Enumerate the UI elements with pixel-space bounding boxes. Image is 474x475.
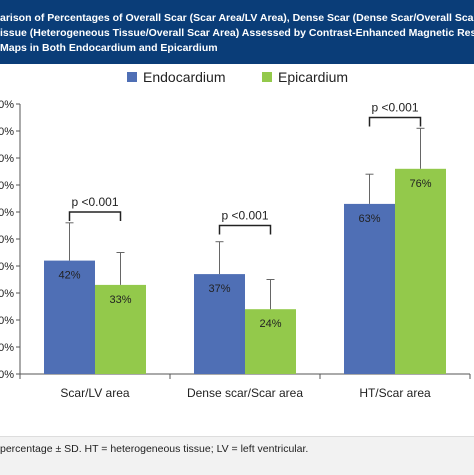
bar-epicardium	[395, 168, 446, 374]
legend-label-epicardium: Epicardium	[278, 69, 348, 85]
bar-endocardium	[194, 274, 245, 374]
y-tick-label: 80%	[0, 153, 14, 165]
footnote: percentage ± SD. HT = heterogeneous tiss…	[0, 436, 474, 475]
legend-label-endocardium: Endocardium	[143, 69, 226, 85]
legend-swatch-epicardium	[262, 72, 272, 82]
data-label: 76%	[409, 178, 431, 190]
y-tick-label: 50%	[0, 234, 14, 246]
data-label: 33%	[109, 294, 131, 306]
bar-epicardium	[95, 284, 146, 374]
chart-area: 0% 10% 20% 30% 40% 50% 60% 70% 80% 90% 100% 42% 33% S…	[0, 64, 474, 424]
y-tick-label: 30%	[0, 288, 14, 300]
chart-title-bar: arison of Percentages of Overall Scar (S…	[0, 0, 474, 64]
p-value-annotation: p <0.001	[371, 101, 418, 115]
y-tick-label: 20%	[0, 315, 14, 327]
p-value-annotation: p <0.001	[71, 195, 118, 209]
x-category-label: Dense scar/Scar area	[187, 386, 303, 400]
y-tick-label: 0%	[0, 369, 14, 381]
bar-chart: 0% 10% 20% 30% 40% 50% 60% 70% 80% 90% 100% 42% 33% S…	[0, 69, 471, 400]
y-tick-label: 40%	[0, 261, 14, 273]
y-tick-label: 60%	[0, 207, 14, 219]
y-tick-label: 70%	[0, 180, 14, 192]
y-tick-label: 10%	[0, 342, 14, 354]
title-line-1: arison of Percentages of Overall Scar (S…	[0, 12, 474, 24]
footnote-text: percentage ± SD. HT = heterogeneous tiss…	[0, 443, 309, 455]
legend-swatch-endocardium	[127, 72, 137, 82]
y-tick-label: 90%	[0, 126, 14, 138]
title-line-2: issue (Heterogeneous Tissue/Overall Scar…	[0, 27, 474, 39]
x-category-label: HT/Scar area	[359, 386, 431, 400]
significance-bracket	[368, 116, 422, 127]
data-label: 63%	[358, 213, 380, 225]
data-label: 24%	[259, 318, 281, 330]
x-category-label: Scar/LV area	[60, 386, 129, 400]
data-label: 37%	[208, 283, 230, 295]
significance-bracket	[68, 211, 122, 221]
bar-epicardium	[245, 309, 296, 374]
p-value-annotation: p <0.001	[221, 209, 268, 223]
significance-bracket	[218, 224, 272, 235]
title-line-3: Maps in Both Endocardium and Epicardium	[0, 42, 218, 54]
y-tick-label: 100%	[0, 99, 14, 111]
bar-endocardium	[344, 203, 395, 374]
bar-endocardium	[44, 260, 95, 374]
data-label: 42%	[58, 270, 80, 282]
